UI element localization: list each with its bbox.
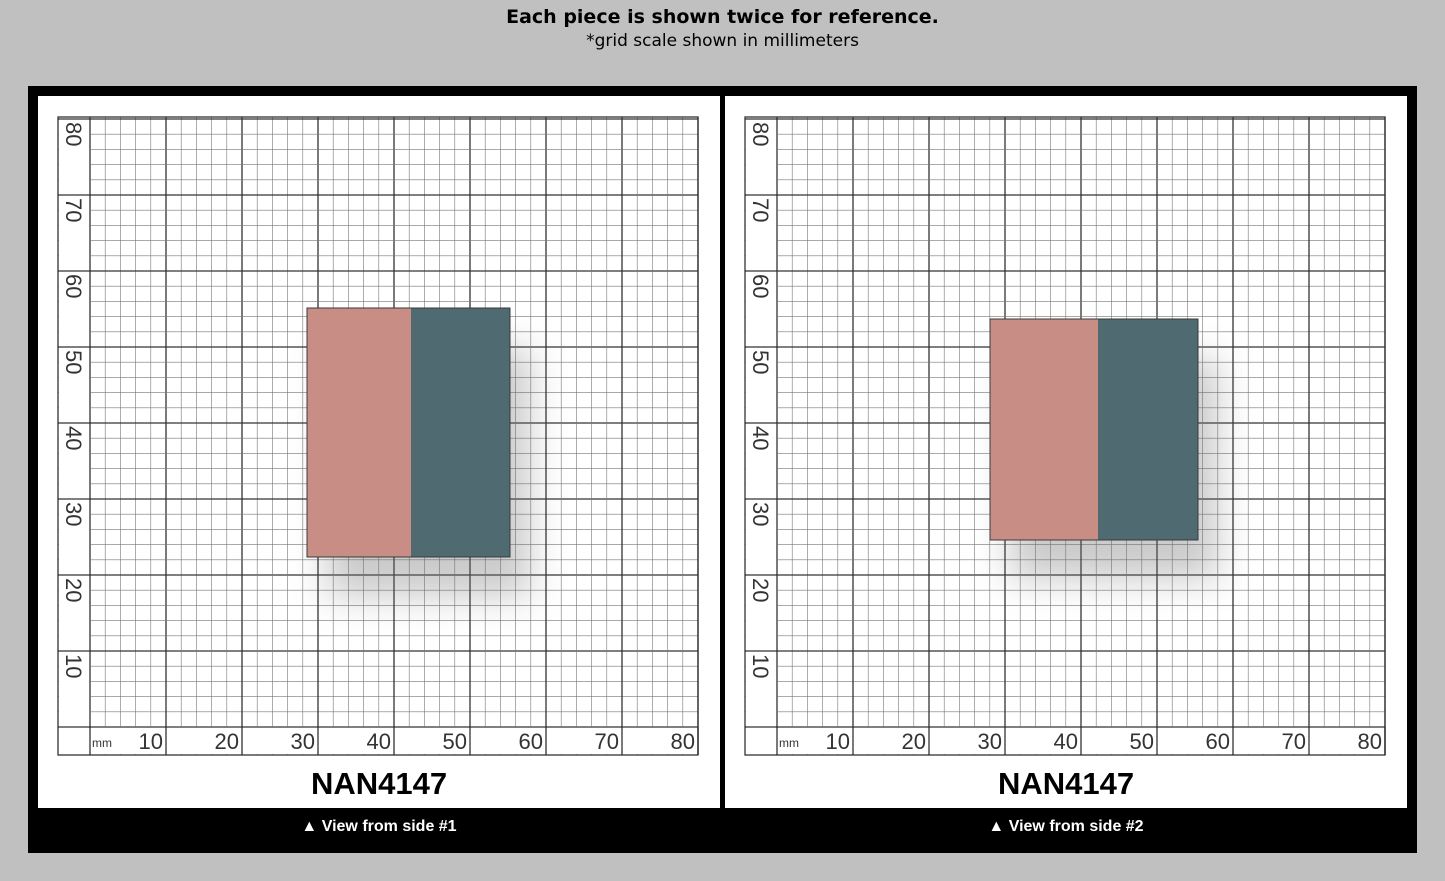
x-scale-label: 30 (978, 729, 1002, 754)
grid-border (57, 116, 699, 756)
y-scale-label: 50 (748, 350, 773, 374)
y-scale-label: 80 (61, 122, 86, 146)
y-scale-label: 20 (748, 578, 773, 602)
y-scale-label: 70 (748, 198, 773, 222)
y-scale-label: 50 (61, 350, 86, 374)
x-scale-label: 70 (595, 729, 619, 754)
label-strip (59, 728, 697, 754)
x-scale-label: 60 (519, 729, 543, 754)
caption: ▲ View from side #2 (988, 818, 1144, 835)
y-scale-label: 60 (61, 274, 86, 298)
x-scale-label: 50 (1130, 729, 1154, 754)
x-scale-label: 30 (291, 729, 315, 754)
x-scale-label: 50 (443, 729, 467, 754)
label-strip (746, 728, 1384, 754)
product-label: NAN4147 (998, 766, 1134, 801)
x-scale-label: 60 (1206, 729, 1230, 754)
y-scale-label: 30 (748, 502, 773, 526)
y-scale-label: 40 (748, 426, 773, 450)
panel: mm 10 20 30 40 50 60 70 80 10 20 30 40 50 60 70 80 NAN414… (725, 96, 1407, 808)
title: Each piece is shown twice for reference. (506, 6, 939, 28)
y-scale-label: 20 (61, 578, 86, 602)
piece-edge (989, 318, 1199, 541)
x-scale-label: 20 (215, 729, 239, 754)
y-scale-label: 80 (748, 122, 773, 146)
x-scale-label: 20 (902, 729, 926, 754)
y-scale-label: 10 (61, 654, 86, 678)
unit-label: mm (779, 736, 799, 750)
y-scale-label: 60 (748, 274, 773, 298)
x-scale-label: 70 (1282, 729, 1306, 754)
subtitle: *grid scale shown in millimeters (586, 31, 859, 51)
piece-edge (306, 307, 511, 558)
grid-border (744, 116, 1386, 756)
x-scale-label: 10 (139, 729, 163, 754)
grid-photo: mm 10 20 30 40 50 60 70 80 10 20 30 40 50 60 70 80 NAN414… (744, 116, 1386, 801)
piece-teal (411, 308, 510, 557)
grid-photo: mm 10 20 30 40 50 60 70 80 10 20 30 40 50 60 70 80 NAN414… (57, 116, 699, 801)
x-scale-label: 40 (367, 729, 391, 754)
piece-copper (307, 308, 411, 557)
x-scale-label: 40 (1054, 729, 1078, 754)
y-scale-label: 70 (61, 198, 86, 222)
piece-teal (1098, 319, 1198, 540)
caption: ▲ View from side #1 (301, 818, 457, 835)
y-scale-label: 30 (61, 502, 86, 526)
panel: mm 10 20 30 40 50 60 70 80 10 20 30 40 50 60 70 80 NAN414… (38, 96, 720, 808)
label-strip (59, 118, 89, 754)
y-scale-label: 40 (61, 426, 86, 450)
x-scale-label: 10 (826, 729, 850, 754)
unit-label: mm (92, 736, 112, 750)
piece-copper (990, 319, 1098, 540)
product-label: NAN4147 (311, 766, 447, 801)
y-scale-label: 10 (748, 654, 773, 678)
label-strip (746, 118, 776, 754)
x-scale-label: 80 (671, 729, 695, 754)
x-scale-label: 80 (1358, 729, 1382, 754)
